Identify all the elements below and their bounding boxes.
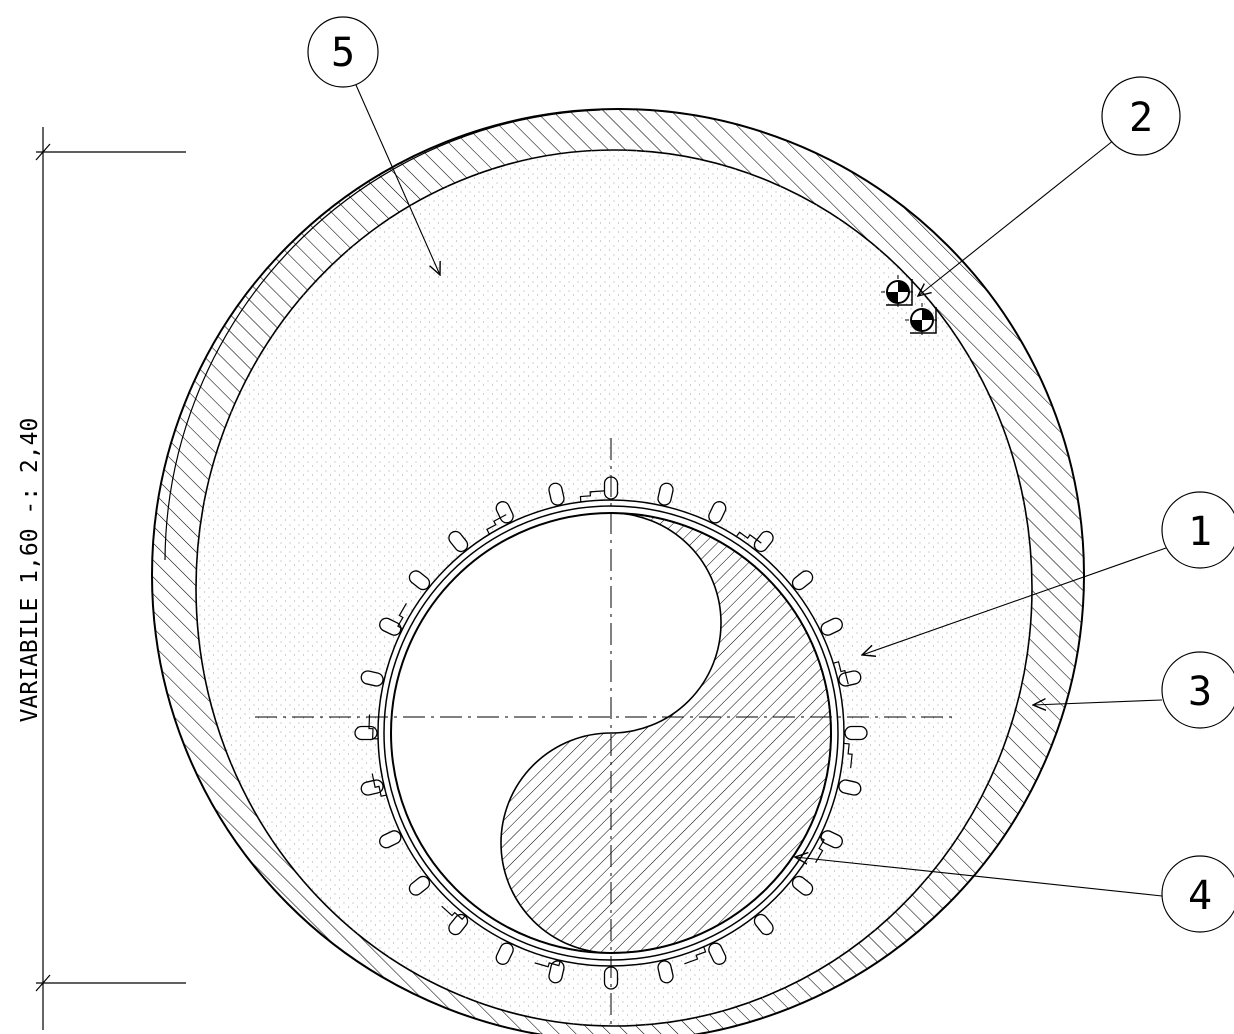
pipe-step: [579, 490, 605, 503]
pipe-studs: [354, 476, 868, 990]
pipe-step: [735, 531, 762, 544]
pipe-stud: [838, 670, 862, 687]
fill-area: [196, 150, 1032, 1026]
pipe-stud: [360, 670, 384, 687]
pipe-stud: [708, 501, 727, 524]
dimension-line: [35, 127, 186, 1030]
pipe-step: [441, 905, 467, 921]
svg-text:2: 2: [1129, 95, 1153, 141]
pipe-stud: [354, 725, 378, 741]
dimension-text: VARIABILE 1,60 -: 2,40: [17, 418, 43, 723]
leader-lines: [355, 84, 1167, 897]
pipe-stud: [657, 960, 674, 984]
pipe-stud: [820, 830, 843, 849]
pipe-step: [534, 959, 562, 968]
pipe-stud: [791, 875, 814, 896]
pipe-stud: [838, 779, 862, 796]
pipe-step: [815, 836, 825, 863]
pipe-stud: [753, 913, 774, 936]
pipe-stud: [844, 725, 868, 741]
centerlines: [255, 438, 958, 1030]
svg-text:1: 1: [1188, 509, 1212, 555]
svg-text:3: 3: [1188, 669, 1212, 715]
pipe-stud: [495, 942, 514, 965]
pipe-step-details: [368, 490, 853, 968]
callout-4: 4: [1161, 855, 1234, 933]
pipe-stud: [657, 482, 674, 506]
pipe-stud: [548, 960, 565, 984]
pipe-stud: [820, 617, 843, 636]
pipe-step: [684, 946, 707, 965]
pipe-step: [486, 514, 507, 536]
pipe-step: [397, 603, 407, 630]
pipe-stud: [708, 942, 727, 965]
pipe-stud: [379, 830, 402, 849]
pipe-stud: [379, 617, 402, 636]
callout-3: 3: [1161, 651, 1234, 729]
pipe-stud: [360, 779, 384, 796]
pipe-step: [371, 773, 388, 797]
pipe-step: [843, 742, 853, 769]
svg-text:5: 5: [331, 30, 355, 76]
pipe-stud: [753, 530, 774, 553]
pipe-step: [832, 661, 849, 685]
pipe-stud: [791, 570, 814, 591]
pipe-step: [368, 714, 379, 740]
pipe-stud: [448, 530, 469, 553]
pipe-stud: [548, 482, 565, 506]
pipe-stud: [408, 570, 431, 591]
callout-5: 5: [307, 16, 379, 88]
callout-2: 2: [1101, 76, 1181, 156]
svg-text:4: 4: [1188, 873, 1212, 919]
pipe-stud: [408, 875, 431, 896]
callout-1: 1: [1161, 491, 1234, 569]
anchor-fixtures: [881, 275, 939, 337]
